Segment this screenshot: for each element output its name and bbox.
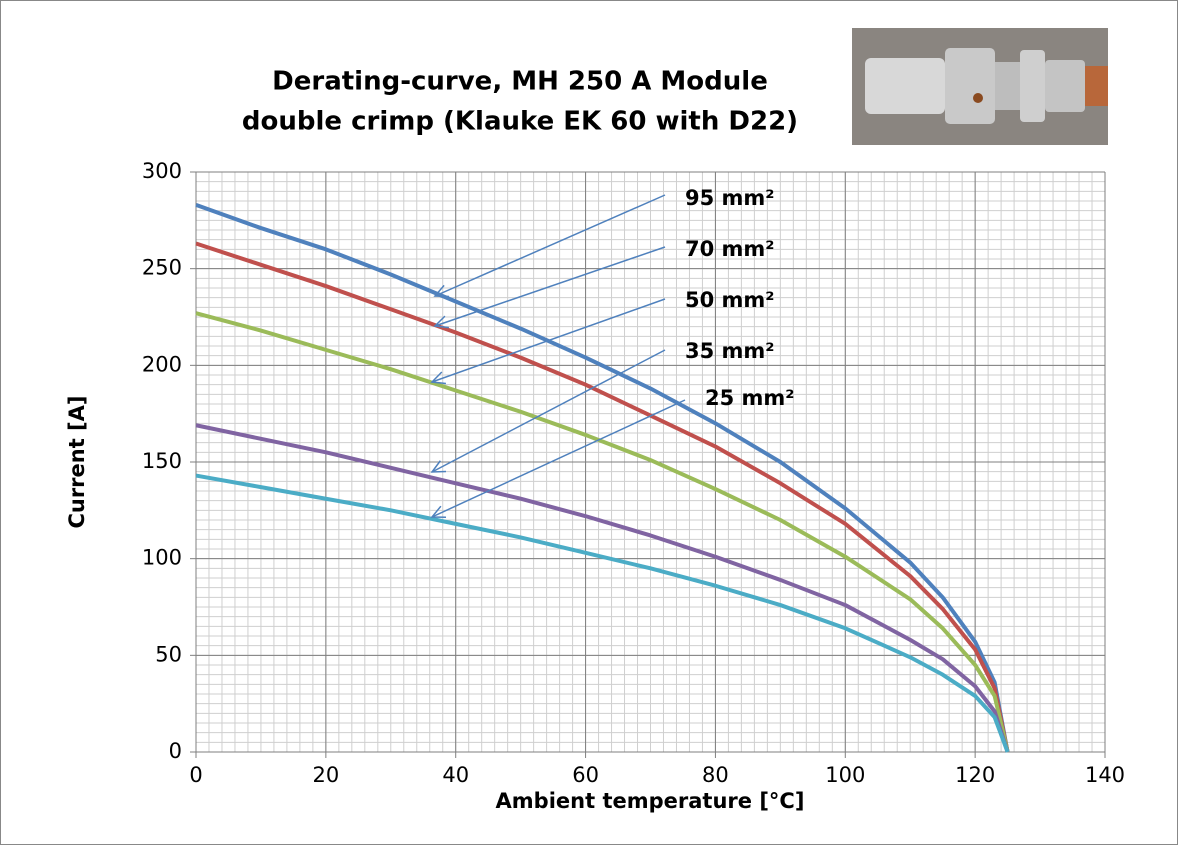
legend-label: 50 mm²: [685, 288, 775, 312]
annotation-arrow: [431, 349, 666, 473]
series-line: [195, 311, 1010, 753]
y-tick-label: 200: [142, 352, 182, 376]
legend-label: 95 mm²: [685, 186, 775, 210]
y-tick-label: 300: [142, 159, 182, 183]
annotation-arrow: [431, 399, 686, 518]
annotation-arrow: [431, 298, 666, 383]
y-axis-label: Current [A]: [65, 395, 89, 528]
x-tick-label: 120: [955, 763, 995, 787]
x-tick-label: 100: [825, 763, 865, 787]
legend-label: 35 mm²: [685, 339, 775, 363]
y-tick-label: 150: [142, 449, 182, 473]
arrow-head: [433, 284, 450, 298]
series-line: [195, 241, 1010, 753]
chart-title: double crimp (Klauke EK 60 with D22): [242, 107, 798, 137]
series-line: [195, 473, 1010, 753]
y-tick-label: 0: [169, 739, 182, 763]
x-tick-label: 20: [312, 763, 339, 787]
legend-label: 25 mm²: [705, 386, 795, 410]
arrow-head: [430, 371, 446, 385]
x-tick-label: 0: [189, 763, 202, 787]
x-tick-label: 80: [702, 763, 729, 787]
series-line: [195, 202, 1010, 753]
series-line: [195, 423, 1010, 753]
x-tick-label: 140: [1085, 763, 1125, 787]
x-tick-label: 40: [442, 763, 469, 787]
y-tick-label: 50: [155, 642, 182, 666]
x-tick-label: 60: [572, 763, 599, 787]
connector-photo: [852, 28, 1108, 145]
arrow-head: [430, 505, 447, 518]
chart-title: Derating-curve, MH 250 A Module: [272, 67, 768, 97]
arrow-head: [433, 315, 449, 329]
y-tick-label: 250: [142, 256, 182, 280]
x-axis-label: Ambient temperature [°C]: [496, 789, 805, 813]
y-tick-label: 100: [142, 546, 182, 570]
legend-label: 70 mm²: [685, 237, 775, 261]
arrow-head: [430, 460, 447, 473]
annotation-arrow: [434, 246, 666, 327]
annotation-arrow: [434, 194, 666, 297]
